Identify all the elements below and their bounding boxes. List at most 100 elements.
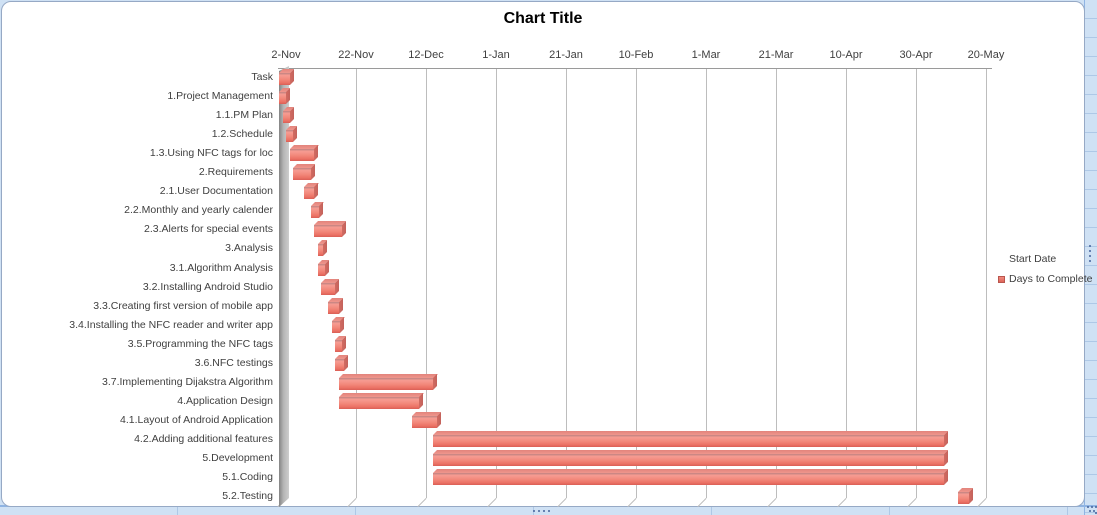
gantt-bar[interactable]: [331, 320, 341, 333]
chart-object[interactable]: Chart Title 2-Nov 22-Nov 12-Dec 1-Jan 21-Jan…: [1, 1, 1092, 508]
gridline-3d-foot: [977, 497, 987, 508]
resize-handle-dot[interactable]: [1091, 506, 1093, 508]
gantt-bar[interactable]: [282, 111, 290, 124]
gridline: [426, 69, 427, 498]
gridline: [566, 69, 567, 498]
category-label: 4.1.Layout of Android Application: [120, 413, 273, 426]
x-axis-label: 21-Jan: [549, 49, 583, 61]
category-label: 1.1.PM Plan: [215, 109, 273, 122]
gridline: [356, 69, 357, 498]
category-label: 3.5.Programming the NFC tags: [127, 337, 273, 350]
resize-handle-dot[interactable]: [1089, 245, 1091, 247]
category-label: 3.1.Algorithm Analysis: [169, 261, 273, 274]
gridline-3d-foot: [627, 497, 637, 508]
resize-handle-dot[interactable]: [543, 510, 545, 512]
gantt-bar[interactable]: [958, 492, 969, 505]
x-axis-label: 2-Nov: [271, 49, 301, 61]
gantt-bar[interactable]: [321, 282, 335, 295]
gantt-bar[interactable]: [335, 358, 344, 371]
category-label: 3.3.Creating first version of mobile app: [93, 299, 273, 312]
category-label: Task: [251, 71, 273, 83]
category-label: 2.2.Monthly and yearly calender: [124, 204, 273, 217]
category-label: 2.3.Alerts for special events: [144, 223, 273, 236]
chart-title: Chart Title: [503, 10, 583, 27]
x-axis-label: 20-May: [967, 49, 1005, 61]
category-label: 2.Requirements: [198, 166, 273, 179]
x-axis-label: 21-Mar: [758, 49, 794, 61]
category-label: 3.7.Implementing Dijakstra Algorithm: [102, 375, 273, 388]
x-axis-line: [278, 68, 992, 69]
legend-item[interactable]: Days to Complete: [998, 269, 1092, 289]
gantt-bar[interactable]: [303, 187, 314, 200]
gantt-bar[interactable]: [433, 473, 944, 486]
legend-item-label: Start Date: [1009, 253, 1057, 265]
gridline-3d-foot: [697, 497, 707, 508]
x-axis-label: 12-Dec: [408, 49, 444, 61]
resize-handle-dot[interactable]: [1095, 506, 1097, 508]
resize-handle-dot[interactable]: [548, 510, 550, 512]
gantt-bar[interactable]: [328, 301, 339, 314]
resize-handle-dot[interactable]: [1093, 510, 1095, 512]
legend-item[interactable]: Start Date: [998, 249, 1092, 269]
category-label: 2.1.User Documentation: [159, 185, 273, 198]
legend-swatch: [998, 275, 1005, 283]
category-label: 4.Application Design: [177, 394, 273, 407]
gantt-bar[interactable]: [338, 396, 419, 409]
resize-handle-dot[interactable]: [1087, 506, 1089, 508]
gantt-bar[interactable]: [338, 377, 433, 390]
legend[interactable]: Start Date Days to Complete: [998, 249, 1092, 289]
category-label: 1.2.Schedule: [211, 128, 273, 141]
gridline: [636, 69, 637, 498]
gantt-bar[interactable]: [433, 434, 944, 447]
gridline-3d-foot: [417, 497, 427, 508]
gridline: [986, 69, 987, 498]
x-axis-label: 30-Apr: [899, 49, 933, 61]
resize-handle-dot[interactable]: [1089, 255, 1091, 257]
resize-handle-dot[interactable]: [1089, 260, 1091, 262]
resize-handle-dot[interactable]: [533, 510, 535, 512]
gantt-bar[interactable]: [433, 454, 944, 466]
category-label: 3.4.Installing the NFC reader and writer…: [69, 318, 273, 331]
x-axis-label: 10-Apr: [829, 49, 863, 61]
gridline-3d-foot: [347, 497, 357, 508]
gridline-3d-foot: [487, 497, 497, 508]
gantt-bar[interactable]: [279, 92, 286, 105]
resize-handle-dot[interactable]: [538, 510, 540, 512]
gridline-3d-foot: [907, 497, 917, 508]
gantt-bar[interactable]: [317, 244, 323, 257]
gantt-bar[interactable]: [314, 225, 342, 238]
gridline-3d-foot: [767, 497, 777, 508]
x-axis-label: 1-Jan: [482, 49, 510, 61]
gridline-3d-foot: [837, 497, 847, 508]
resize-handle-dot[interactable]: [1089, 510, 1091, 512]
gantt-bar[interactable]: [289, 149, 314, 162]
gantt-bar[interactable]: [310, 206, 320, 219]
category-label: 4.2.Adding additional features: [134, 432, 273, 445]
category-label: 3.Analysis: [225, 242, 273, 255]
gantt-bar[interactable]: [317, 263, 325, 276]
category-label: 1.Project Management: [167, 90, 273, 103]
gantt-bar[interactable]: [293, 168, 311, 181]
gantt-bar[interactable]: [335, 339, 342, 352]
legend-item-label: Days to Complete: [1009, 273, 1093, 285]
gridline: [776, 69, 777, 498]
category-label: 3.6.NFC testings: [194, 356, 273, 369]
x-axis-label: 1-Mar: [691, 49, 721, 61]
x-axis-label: 22-Nov: [338, 49, 374, 61]
gridline: [916, 69, 917, 498]
gantt-bar[interactable]: [279, 73, 290, 85]
category-label: 3.2.Installing Android Studio: [142, 280, 273, 293]
gridline-3d-foot: [557, 497, 567, 508]
gridline: [706, 69, 707, 498]
category-label: 5.1.Coding: [222, 471, 273, 484]
gantt-bar[interactable]: [412, 415, 437, 428]
category-label: 5.2.Testing: [222, 490, 273, 503]
category-label: 5.Development: [202, 452, 273, 464]
gridline: [496, 69, 497, 498]
gantt-bar[interactable]: [286, 130, 293, 143]
resize-handle-dot[interactable]: [1095, 512, 1097, 514]
gridline: [846, 69, 847, 498]
x-axis-label: 10-Feb: [618, 49, 654, 61]
resize-handle-dot[interactable]: [1089, 250, 1091, 252]
